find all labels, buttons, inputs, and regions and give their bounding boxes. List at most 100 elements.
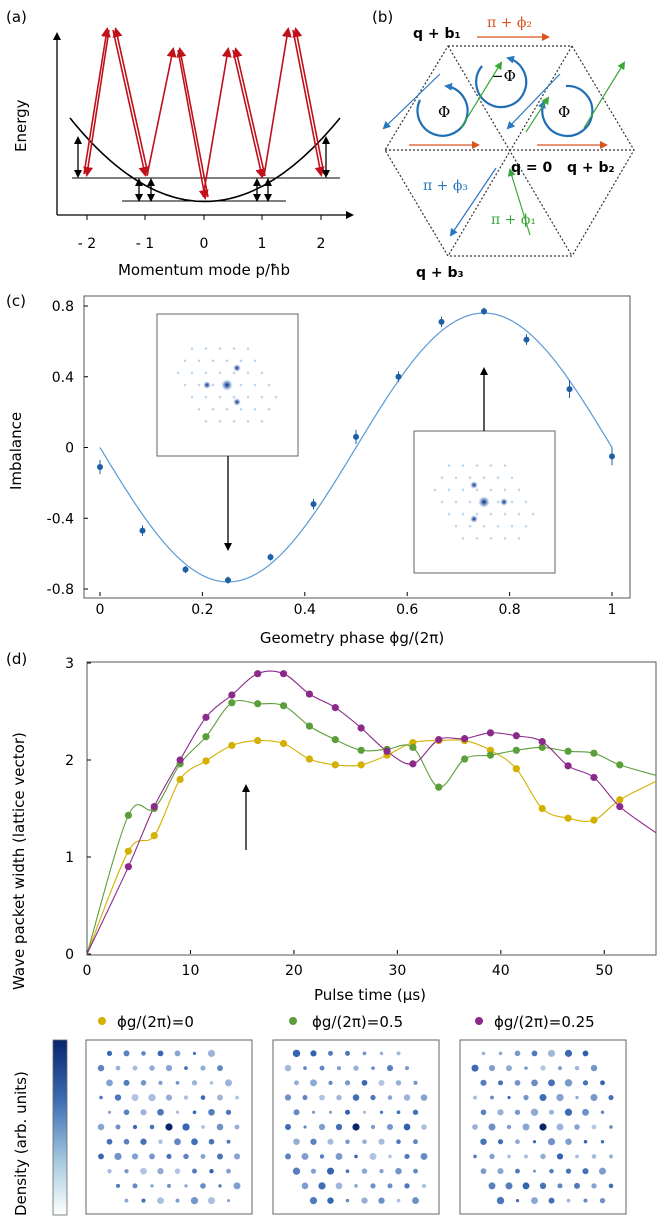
density-spot	[293, 1138, 300, 1145]
diffraction-spot	[211, 407, 215, 412]
data-point-c	[225, 577, 231, 584]
density-spot	[97, 1064, 105, 1072]
density-spot	[175, 1198, 180, 1203]
density-spot	[582, 1080, 589, 1086]
density-spot	[174, 1138, 181, 1146]
diffraction-spot	[225, 407, 229, 412]
diffraction-spot	[475, 463, 479, 468]
density-spot	[174, 1050, 181, 1057]
density-spot	[200, 1183, 206, 1189]
data-point-d-2	[202, 713, 210, 721]
density-spot	[370, 1183, 376, 1189]
tick-label-d-y: 0	[65, 947, 74, 963]
data-point-d-2	[435, 736, 443, 744]
density-spot	[497, 1109, 504, 1116]
diffraction-spot	[260, 370, 264, 375]
density-spot	[599, 1197, 606, 1204]
density-spot	[396, 1110, 401, 1115]
data-point-d-0	[512, 765, 520, 773]
diffraction-spot	[461, 487, 465, 492]
data-point-d-2	[279, 670, 288, 678]
density-spot	[575, 1095, 579, 1100]
density-spot	[114, 1152, 122, 1161]
data-point-d-2	[254, 670, 262, 678]
density-spot	[303, 1066, 307, 1070]
panel-a: (a) Energy - 2 - 1 0 1 2 Momentum mode p…	[6, 8, 354, 279]
diffraction-spot	[190, 395, 194, 400]
data-point-c	[438, 318, 445, 325]
hexagon-lattice	[384, 45, 635, 257]
data-point-d-0	[590, 816, 598, 824]
density-spot	[378, 1197, 385, 1204]
density-spot	[591, 1183, 597, 1189]
diffraction-spot	[211, 383, 215, 387]
density-spot	[309, 1079, 318, 1087]
data-point-c	[481, 308, 487, 315]
data-point-d-2	[538, 737, 546, 746]
diffraction-spot	[204, 346, 208, 351]
diffraction-spot	[433, 487, 437, 492]
density-spot	[498, 1051, 503, 1056]
density-spot	[207, 1197, 216, 1205]
density-spot	[507, 1154, 511, 1159]
density-spot	[530, 1108, 539, 1116]
density-spot	[480, 1109, 487, 1116]
label-phi1: π + ϕ₁	[491, 212, 536, 228]
density-spot	[207, 1049, 216, 1057]
diffraction-spot	[475, 536, 479, 541]
label-q-b2: q + b₂	[567, 160, 615, 176]
label-q-b3: q + b₃	[416, 265, 464, 281]
density-spot	[412, 1109, 419, 1115]
density-spot	[523, 1094, 529, 1101]
data-point-d-2	[409, 760, 417, 768]
diffraction-spot	[496, 475, 500, 480]
tick-a-x0: - 2	[78, 236, 96, 252]
diffraction-spot	[496, 524, 500, 529]
density-spot	[234, 1124, 240, 1130]
diffraction-spot	[510, 524, 514, 529]
density-spot	[379, 1169, 384, 1174]
density-spot	[489, 1153, 495, 1160]
density-spot	[174, 1168, 181, 1174]
diffraction-spot	[218, 395, 222, 400]
density-spot	[284, 1123, 292, 1131]
density-spot	[488, 1065, 496, 1072]
diffraction-spot	[461, 463, 465, 468]
data-point-d-1	[202, 733, 210, 741]
data-point-d-1	[279, 702, 288, 710]
density-spot	[566, 1198, 571, 1203]
diffraction-spot	[274, 395, 278, 400]
label-phi2: π + ϕ₂	[487, 15, 532, 31]
axis-d-xlabel: Pulse time (μs)	[314, 986, 426, 1004]
density-spot	[548, 1079, 555, 1087]
diffraction-spot	[461, 512, 465, 517]
density-spot	[524, 1066, 528, 1070]
density-spot	[345, 1050, 350, 1056]
density-spot	[209, 1081, 214, 1085]
density-spot	[107, 1110, 112, 1114]
density-spot	[292, 1049, 301, 1058]
density-spot	[233, 1153, 241, 1160]
diffraction-spot	[204, 395, 208, 400]
density-spot	[157, 1168, 164, 1175]
density-spot	[124, 1198, 129, 1203]
density-spot	[319, 1065, 325, 1071]
density-spot	[609, 1125, 613, 1129]
density-spot	[158, 1080, 163, 1085]
diffraction-spot	[204, 370, 208, 375]
data-point-c	[566, 386, 573, 393]
density-spot	[284, 1153, 292, 1160]
data-point-d-0	[331, 761, 339, 769]
density-spot	[396, 1139, 401, 1145]
data-point-d-2	[150, 802, 158, 811]
diffraction-spot	[524, 524, 528, 529]
diffraction-spot	[232, 395, 236, 400]
density-spot	[310, 1138, 317, 1145]
density-spot	[327, 1138, 334, 1145]
diffraction-spot	[517, 487, 521, 492]
tick-label-c-x: 0.4	[294, 602, 316, 618]
diffraction-spot	[503, 512, 507, 517]
diffraction-spot	[454, 475, 458, 480]
diffraction-spot-bright	[500, 498, 508, 506]
data-points-d	[124, 670, 624, 871]
